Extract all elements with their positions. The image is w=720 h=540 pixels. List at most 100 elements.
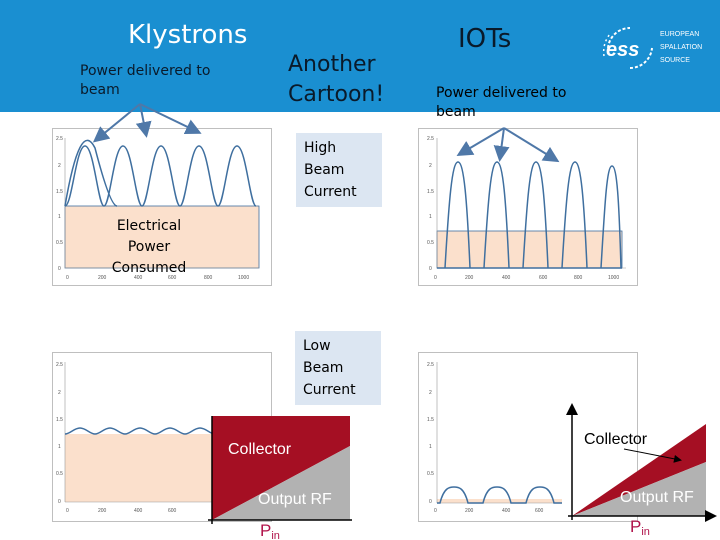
logo-line2: SPALLATION: [660, 44, 702, 51]
x-tick: 1000: [608, 275, 619, 281]
x-tick: 400: [134, 275, 143, 281]
x-tick: 600: [539, 275, 548, 281]
high-beam-current-label: High Beam Current: [296, 133, 382, 207]
iot-power-cartoon: Collector Output RF Pin: [566, 403, 717, 538]
y-tick: 1.5: [427, 189, 434, 195]
y-tick: 2.5: [427, 136, 434, 142]
iots-subtitle-line2: beam: [436, 104, 476, 120]
klystron-collector-region: [212, 416, 350, 520]
x-tick: 800: [204, 275, 213, 281]
y-tick: 2.5: [427, 362, 434, 368]
klystron-high-wave: [64, 145, 257, 207]
cartoon-caption: Another Cartoon!: [288, 50, 384, 110]
y-tick: 0.5: [56, 471, 63, 477]
x-tick: 1000: [238, 275, 249, 281]
iot-low-chart: [418, 352, 638, 522]
klystron-pin-label: Pin: [260, 521, 280, 540]
x-tick: 600: [168, 275, 177, 281]
iot-collector-pointer: [623, 448, 682, 463]
y-tick: 0: [58, 266, 61, 272]
iots-subtitle: Power delivered to beam: [436, 84, 566, 122]
klystron-high-plot: 2.5 2 1.5 1 0.5 0 0 200 400 600 800 1000: [56, 136, 260, 281]
wave-segment: [64, 139, 118, 207]
x-tick: 0: [66, 508, 69, 514]
low-beam-current-label: Low Beam Current: [295, 331, 381, 405]
x-tick: 0: [66, 275, 69, 281]
x-tick: 0: [434, 275, 437, 281]
x-tick: 600: [168, 508, 177, 514]
iot-collector-region: [572, 424, 706, 516]
iot-output-rf-label: Output RF: [620, 489, 694, 506]
y-tick: 2.5: [56, 136, 63, 142]
x-tick: 400: [502, 508, 511, 514]
iot-low-plot: 2.5 2 1.5 1 0.5 0 0 200 400 600: [427, 362, 562, 514]
klystron-low-wave: [64, 427, 216, 435]
y-tick: 1: [58, 214, 61, 220]
cartoon-line1: Another: [288, 52, 376, 77]
x-tick: 400: [502, 275, 511, 281]
high-line2: Beam: [304, 162, 345, 178]
klystron-collector-label: Collector: [228, 441, 292, 458]
x-tick: 400: [134, 508, 143, 514]
logo-text: ess: [606, 39, 639, 61]
y-tick: 1.5: [427, 417, 434, 423]
klystrons-title: Klystrons: [128, 20, 248, 50]
y-tick: 2: [429, 390, 432, 396]
x-tick: 600: [535, 508, 544, 514]
y-tick: 0: [58, 499, 61, 505]
iot-collector-label: Collector: [584, 431, 648, 448]
electrical-power-line2: Consumed: [111, 260, 187, 276]
klystron-low-plot: 2.5 2 1.5 1 0.5 0 0 200 400 600: [56, 362, 216, 514]
low-line2: Beam: [303, 360, 344, 376]
y-tick: 1: [429, 444, 432, 450]
y-tick: 0: [429, 499, 432, 505]
klystrons-subtitle-line2: beam: [80, 82, 120, 98]
x-tick: 200: [98, 508, 107, 514]
y-tick: 1: [58, 444, 61, 450]
y-tick: 2.5: [56, 362, 63, 368]
x-tick: 200: [465, 508, 474, 514]
klystrons-subtitle: Power delivered to beam: [80, 62, 210, 100]
low-line3: Current: [303, 382, 356, 398]
iot-pin-label: Pin: [630, 517, 650, 538]
iot-low-beam-fill: [437, 499, 562, 503]
iot-output-rf-region: [572, 462, 706, 516]
y-tick: 1: [429, 214, 432, 220]
klystrons-subtitle-line1: Power delivered to: [80, 63, 211, 79]
iot-high-wave: [444, 161, 622, 269]
klystron-beam-arrows: [92, 103, 202, 143]
x-tick: 200: [98, 275, 107, 281]
high-line3: Current: [304, 184, 357, 200]
y-tick: 1.5: [56, 417, 63, 423]
logo-line1: EUROPEAN: [660, 31, 699, 38]
x-tick: 200: [465, 275, 474, 281]
logo-mark-icon: ess: [602, 26, 653, 70]
klystron-high-beam-fill: [64, 205, 260, 269]
klystron-low-beam-fill: [65, 434, 215, 502]
iot-low-wave: [437, 486, 562, 504]
header-banner: [0, 0, 720, 112]
low-line1: Low: [303, 338, 331, 354]
y-tick: 2: [429, 163, 432, 169]
klystron-power-cartoon: Collector Output RF Pin: [208, 416, 352, 540]
klystron-output-rf-label: Output RF: [258, 491, 332, 508]
y-tick: 2: [58, 390, 61, 396]
electrical-power-label: Electrical Power Consumed: [96, 216, 202, 279]
iot-high-beam-fill: [436, 230, 623, 269]
logo-line3: SOURCE: [660, 57, 690, 64]
iots-title: IOTs: [458, 24, 512, 54]
x-tick: 800: [574, 275, 583, 281]
x-tick: 0: [434, 508, 437, 514]
ess-logo: ess EUROPEAN SPALLATION SOURCE: [602, 26, 702, 70]
cartoon-line2: Cartoon!: [288, 82, 385, 107]
y-tick: 0.5: [427, 240, 434, 246]
y-tick: 1.5: [56, 189, 63, 195]
iot-high-plot: 2.5 2 1.5 1 0.5 0 0 200 400 600 800 1000: [427, 136, 626, 281]
high-line1: High: [304, 140, 337, 156]
y-tick: 2: [58, 163, 61, 169]
y-tick: 0.5: [427, 471, 434, 477]
klystron-output-rf-region: [212, 446, 350, 520]
y-tick: 0.5: [56, 240, 63, 246]
iots-subtitle-line1: Power delivered to: [436, 85, 567, 101]
